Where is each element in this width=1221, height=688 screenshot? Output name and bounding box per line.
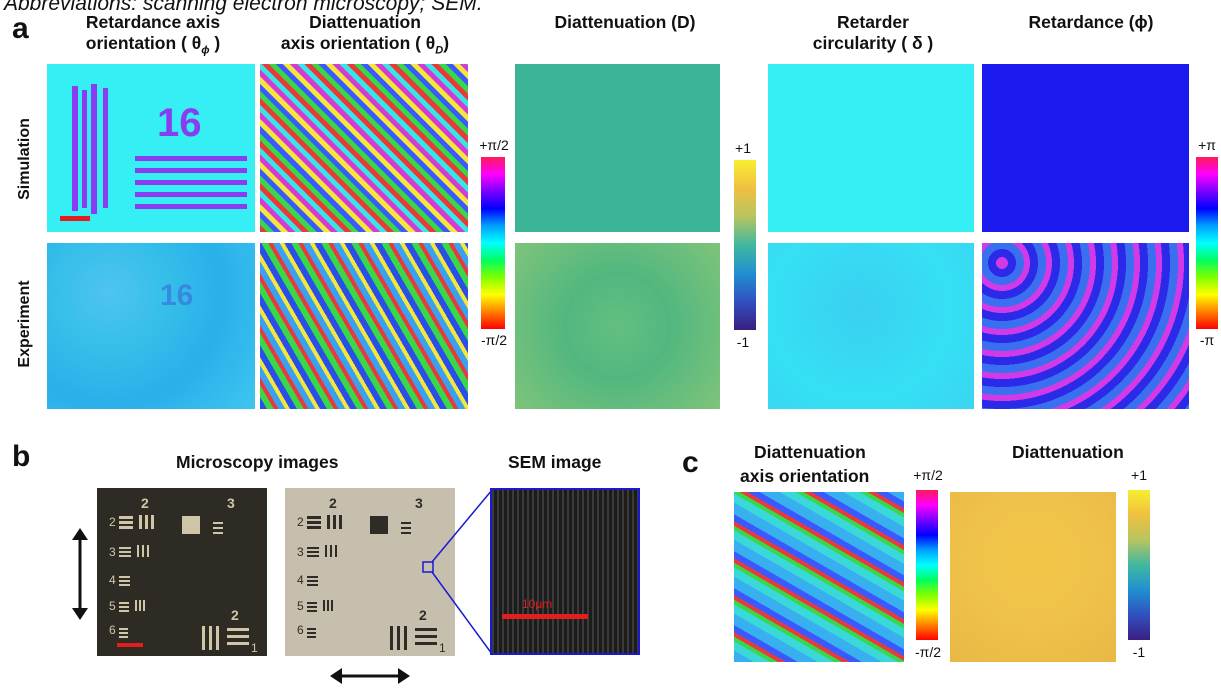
panel-c-axis-orientation-image [734, 492, 904, 662]
exp-retarder-circularity-image [768, 243, 974, 409]
sim-retardance-image [982, 64, 1189, 232]
zoom-region-box [422, 561, 434, 573]
dark-scale-bar [117, 643, 143, 647]
cbar1-bottom-label: -π/2 [481, 332, 507, 348]
exp-number: 16 [160, 279, 193, 312]
svg-text:2: 2 [109, 515, 116, 529]
sem-image-title: SEM image [508, 452, 602, 472]
panel-c-title1-line2: axis orientation [740, 466, 870, 486]
cbar3-top-label: +π [1198, 137, 1216, 153]
sim-diattenuation-image [515, 64, 720, 232]
svg-text:2: 2 [297, 515, 304, 529]
col-title-diattenuation: Diattenuation (D) [554, 12, 696, 32]
cbar2-top-label: +1 [735, 140, 751, 156]
microscopy-images-title: Microscopy images [176, 452, 339, 472]
cbar3-bottom-label: -π [1199, 332, 1215, 348]
exp-retardance-image [982, 243, 1189, 409]
cbar3-hue-colorbar [1196, 157, 1218, 329]
svg-text:2: 2 [231, 607, 239, 623]
svg-text:3: 3 [415, 495, 423, 511]
svg-text:3: 3 [227, 495, 235, 511]
svg-text:6: 6 [297, 623, 304, 637]
bright-microscopy-image: 2 3 2 3 4 5 6 1 2 [285, 488, 455, 656]
svg-text:2: 2 [419, 607, 427, 623]
horizontal-double-arrow-icon [330, 668, 410, 684]
sim-number: 16 [157, 101, 202, 145]
sim-retarder-circularity-image [768, 64, 974, 232]
c-cbar1-top-label: +π/2 [913, 467, 943, 483]
cbar2-parula-colorbar [734, 160, 756, 330]
col-title-retarder-circularity: Retarder circularity ( δ ) [812, 12, 934, 53]
zoom-connector-lines [431, 489, 493, 655]
svg-text:2: 2 [141, 495, 149, 511]
cbar1-hue-colorbar [481, 157, 505, 329]
svg-text:6: 6 [109, 623, 116, 637]
svg-text:5: 5 [109, 599, 116, 613]
row-label-experiment: Experiment [16, 280, 33, 368]
svg-text:1: 1 [439, 641, 446, 655]
panel-b-label: b [12, 440, 31, 473]
svg-text:3: 3 [297, 545, 304, 559]
col-title-retardance-axis: Retardance axis orientation ( θϕ ) [85, 12, 221, 57]
row-label-simulation: Simulation [16, 118, 33, 200]
panel-c-label: c [682, 446, 699, 479]
exp-retardance-axis-image: 16 [47, 243, 255, 409]
svg-text:4: 4 [109, 573, 116, 587]
figure-caption: Abbreviations: scanning electron microsc… [4, 0, 483, 15]
sim-scale-bar [60, 216, 90, 221]
sem-scale-bar [502, 614, 588, 619]
c-cbar1-hue-colorbar [916, 490, 938, 640]
sem-image: 10μm [490, 488, 640, 655]
exp-diattenuation-axis-image [260, 243, 468, 409]
c-cbar1-bottom-label: -π/2 [915, 644, 941, 660]
sem-scale-label: 10μm [522, 597, 552, 611]
vertical-double-arrow-icon [72, 528, 88, 620]
c-cbar2-parula-colorbar [1128, 490, 1150, 640]
svg-text:3: 3 [109, 545, 116, 559]
svg-text:4: 4 [297, 573, 304, 587]
dark-microscopy-image: 2 3 2 3 4 5 6 1 2 [97, 488, 267, 656]
c-cbar2-top-label: +1 [1131, 467, 1147, 483]
panel-c-title2: Diattenuation [1012, 442, 1124, 462]
panel-a-label: a [12, 12, 29, 45]
c-cbar2-bottom-label: -1 [1132, 644, 1146, 660]
svg-text:2: 2 [329, 495, 337, 511]
col-title-diattenuation-axis: Diattenuation axis orientation ( θD) [280, 12, 450, 57]
exp-diattenuation-image [515, 243, 720, 409]
cbar2-bottom-label: -1 [736, 334, 750, 350]
cbar1-top-label: +π/2 [479, 137, 509, 153]
sim-retardance-axis-image: 16 [47, 64, 255, 232]
svg-text:5: 5 [297, 599, 304, 613]
sim-diattenuation-axis-image [260, 64, 468, 232]
panel-c-title1-line1: Diattenuation [754, 442, 866, 462]
svg-text:1: 1 [251, 641, 258, 655]
col-title-retardance: Retardance (ϕ) [1028, 12, 1154, 32]
panel-c-diattenuation-image [950, 492, 1116, 662]
